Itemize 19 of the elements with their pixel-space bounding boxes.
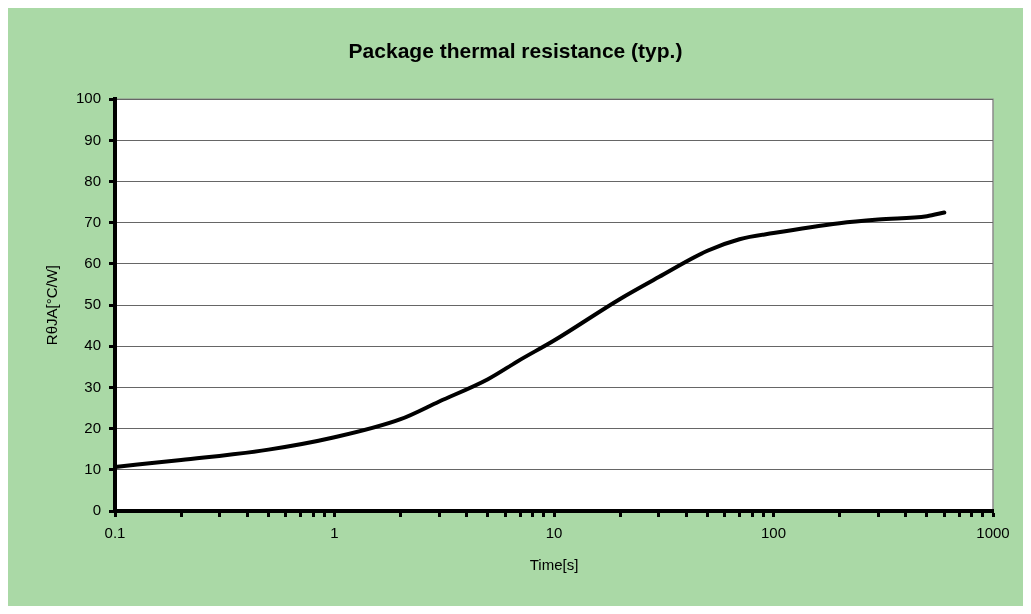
y-tick-label: 90 <box>84 130 102 148</box>
y-tick-label: 70 <box>84 212 102 230</box>
y-tick-label: 100 <box>76 89 102 107</box>
x-axis-title: Time[s] <box>529 556 579 574</box>
y-tick-label: 60 <box>84 254 102 272</box>
y-tick-label: 30 <box>84 377 102 395</box>
x-tick-label: 1000 <box>976 524 1010 542</box>
x-tick-label: 10 <box>545 524 563 542</box>
y-axis-title: RθJA[°C/W] <box>43 265 61 346</box>
chart-title: Package thermal resistance (typ.) <box>348 39 683 63</box>
y-tick-label: 50 <box>84 295 102 313</box>
x-tick-label: 1 <box>330 524 339 542</box>
x-tick-label: 100 <box>760 524 787 542</box>
y-tick-label: 80 <box>84 171 102 189</box>
y-tick-label: 20 <box>84 418 102 436</box>
x-tick-label: 0.1 <box>104 524 126 542</box>
y-tick-label: 10 <box>84 459 102 477</box>
y-tick-label: 40 <box>84 336 102 354</box>
y-tick-label: 0 <box>92 501 102 519</box>
